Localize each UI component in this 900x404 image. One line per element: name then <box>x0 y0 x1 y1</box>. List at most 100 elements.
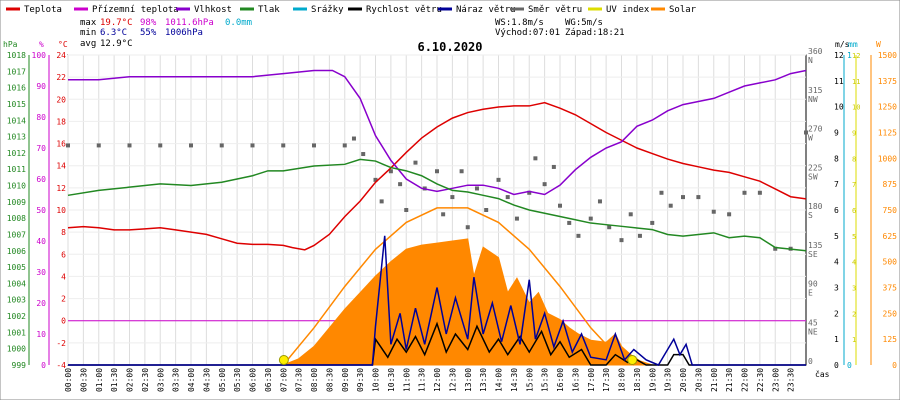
series-tlak-line <box>67 158 807 252</box>
humidity-tick-label: 20 <box>36 299 46 308</box>
series-sm-r-v-tru-point <box>465 225 470 230</box>
time-tick-label: 01:00 <box>95 368 104 392</box>
wind-speed-tick-label: 3 <box>834 284 839 293</box>
temperature-tick-label: 0 <box>61 317 66 326</box>
series-sm-r-v-tru-point <box>435 169 439 174</box>
time-tick-label: 15:30 <box>541 368 550 392</box>
temperature-tick-label: 4 <box>61 272 66 281</box>
humidity-tick-label: 60 <box>36 175 46 184</box>
temperature-tick-label: 6 <box>61 250 66 259</box>
time-tick-label: 17:30 <box>602 368 611 392</box>
series-sm-r-v-tru-point <box>588 216 593 221</box>
legend: Teplota Přízemní teplota Vlhkost Tlak Srážky… <box>6 5 697 15</box>
humidity-tick-label: 50 <box>36 206 46 215</box>
solar-tick-label: 375 <box>883 284 898 293</box>
time-tick-label: 22:30 <box>756 368 765 392</box>
pressure-tick-label: 1002 <box>7 312 26 321</box>
series-sm-r-v-tru-point <box>567 220 572 225</box>
humidity-tick-label: 10 <box>36 330 46 339</box>
humidity-tick-label: 0 <box>41 361 46 370</box>
series-sm-r-v-tru-point <box>514 216 519 221</box>
series-sm-r-v-tru-point <box>373 177 378 182</box>
time-tick-label: 02:00 <box>126 368 135 392</box>
solar-tick-label: 500 <box>883 258 898 267</box>
series-sm-r-v-tru-point <box>650 220 655 225</box>
series-sm-r-v-tru-point <box>158 143 163 148</box>
series-sm-r-v-tru-point <box>757 190 762 195</box>
humidity-tick-label: 70 <box>36 144 46 153</box>
info-block: WS:1.8m/s WG:5m/s Východ:07:01 Západ:18:… <box>495 18 625 38</box>
pressure-tick-label: 1013 <box>7 133 26 142</box>
pressure-tick-label: 1016 <box>7 84 26 93</box>
series-sm-r-v-tru-point <box>637 233 642 238</box>
time-tick-label: 07:00 <box>279 368 288 392</box>
solar-tick-label: 1000 <box>878 154 897 163</box>
time-tick-label: 00:00 <box>64 368 73 392</box>
info-ws: WS:1.8m/s <box>495 18 544 28</box>
time-tick-label: 16:30 <box>571 368 580 392</box>
temperature-tick-label: 12 <box>56 184 66 193</box>
legend-label: UV index <box>606 5 650 15</box>
series-sm-r-v-tru-point <box>189 143 193 148</box>
time-tick-label: 11:00 <box>402 368 411 392</box>
uv-tick-label: 7 <box>852 181 856 189</box>
rain-unit-label: mm <box>848 40 858 49</box>
series-sm-r-v-tru-point <box>773 246 778 251</box>
stats-max-label: max <box>80 18 97 28</box>
pressure-tick-label: 1003 <box>7 296 26 305</box>
stats-min-hum: 55% <box>140 28 157 38</box>
time-tick-label: 06:00 <box>249 368 258 392</box>
legend-label: Srážky <box>311 5 344 15</box>
stats-avg-label: avg <box>80 39 96 49</box>
series-sm-r-v-tru-point <box>628 212 633 217</box>
temperature-tick-label: 20 <box>56 95 66 104</box>
temperature-tick-label: 2 <box>61 295 66 304</box>
solar-tick-label: 875 <box>883 180 898 189</box>
wind-dir-tick-label: SW <box>808 172 818 181</box>
chart-title: 6.10.2020 <box>417 40 482 54</box>
info-sunset: Západ:18:21 <box>565 28 625 38</box>
series-sm-r-v-tru-point <box>681 195 685 200</box>
series-sm-r-v-tru-point <box>474 186 479 191</box>
series-sm-r-v-tru-point <box>727 212 732 217</box>
series-sm-r-v-tru-point <box>342 143 347 148</box>
pressure-tick-label: 1005 <box>7 263 26 272</box>
time-tick-label: 21:00 <box>710 368 719 392</box>
solar-tick-label: 250 <box>883 309 898 318</box>
humidity-tick-label: 30 <box>36 268 46 277</box>
time-tick-label: 23:00 <box>771 368 780 392</box>
x-axis-label: čas <box>815 369 830 379</box>
time-tick-label: 18:00 <box>618 368 627 392</box>
wind-speed-tick-label: 5 <box>834 232 839 241</box>
series-sm-r-v-tru-point <box>441 212 446 217</box>
solar-tick-label: 625 <box>883 232 898 241</box>
temperature-tick-label: 10 <box>56 206 66 215</box>
uv-tick-label: 2 <box>852 310 856 318</box>
series-sm-r-v-tru-point <box>597 199 602 204</box>
wind-speed-tick-label: 1 <box>834 335 839 344</box>
series-sm-r-v-tru-point <box>450 195 455 200</box>
time-tick-label: 16:00 <box>556 368 565 392</box>
solar-tick-label: 1500 <box>878 51 897 60</box>
series-sm-r-v-tru-point <box>804 130 808 135</box>
series-sm-r-v-tru-point <box>413 160 418 165</box>
wind-speed-tick-label: 2 <box>834 309 839 318</box>
time-tick-label: 15:00 <box>525 368 534 392</box>
time-tick-label: 07:30 <box>295 368 304 392</box>
axis-unit-labels: hPa % °C m/s mm W čas <box>3 40 881 379</box>
stats-min-press: 1006hPa <box>165 28 203 38</box>
wind-dir-tick-label: NE <box>808 327 818 336</box>
time-tick-label: 08:00 <box>310 368 319 392</box>
humidity-tick-label: 80 <box>36 113 46 122</box>
time-tick-label: 22:00 <box>741 368 750 392</box>
uv-tick-label: 9 <box>852 130 856 138</box>
series-sm-r-v-tru-point <box>527 190 532 195</box>
stats-block: max 19.7°C 98% 1011.6hPa 0.0mm min 6.3°C… <box>80 18 252 49</box>
pressure-tick-label: 1012 <box>7 149 26 158</box>
series-sm-r-v-tru-point <box>312 143 316 148</box>
uv-tick-label: 3 <box>852 285 856 293</box>
temperature-tick-label: 18 <box>56 117 66 126</box>
time-tick-label: 21:30 <box>725 368 734 392</box>
time-tick-label: 10:30 <box>387 368 396 392</box>
time-tick-label: 05:30 <box>233 368 242 392</box>
